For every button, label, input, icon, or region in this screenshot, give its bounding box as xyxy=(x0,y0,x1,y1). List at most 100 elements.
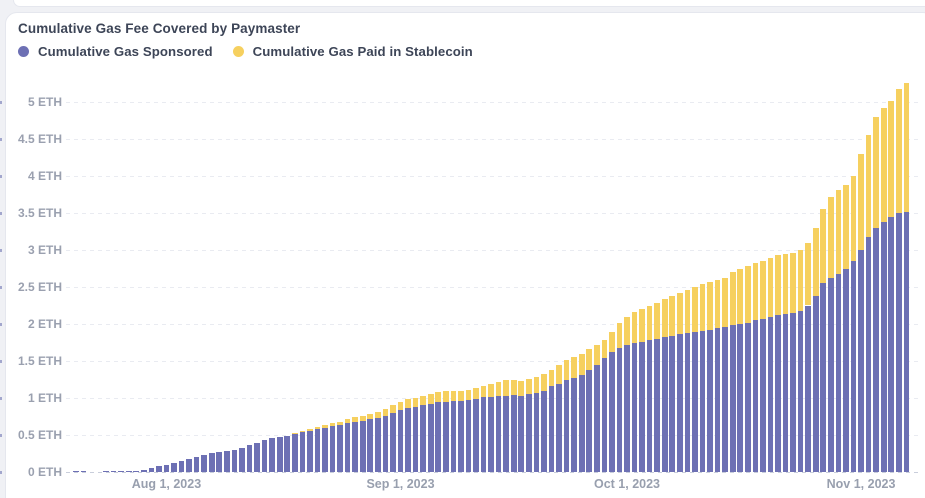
sponsored-bar xyxy=(405,408,411,472)
sponsored-bar xyxy=(231,449,238,472)
sponsored-bar xyxy=(133,470,140,472)
adjacent-chart-tick xyxy=(0,175,2,178)
stablecoin-bar xyxy=(737,268,744,324)
sponsored-bar xyxy=(578,375,585,472)
gridline-1.5-eth xyxy=(66,361,918,362)
stablecoin-bar xyxy=(714,280,721,329)
stablecoin-bar xyxy=(820,209,827,284)
sponsored-bar xyxy=(80,471,87,472)
legend-label-stablecoin: Cumulative Gas Paid in Stablecoin xyxy=(252,44,473,59)
sponsored-bar xyxy=(171,463,177,472)
sponsored-bar xyxy=(835,273,842,472)
sponsored-bar xyxy=(420,405,426,472)
adjacent-chart-tick xyxy=(0,323,2,326)
sponsored-bar xyxy=(805,305,812,472)
y-axis-label: 1.5 ETH xyxy=(17,354,62,368)
stablecoin-bar xyxy=(435,392,442,403)
sponsored-bar xyxy=(344,423,351,472)
sponsored-bar xyxy=(639,341,645,472)
sponsored-bar xyxy=(782,313,789,472)
adjacent-chart-tick xyxy=(0,471,2,474)
y-axis-label: 0.5 ETH xyxy=(17,428,62,442)
stablecoin-bar xyxy=(760,261,766,319)
sponsored-bar xyxy=(284,435,291,472)
sponsored-bar xyxy=(473,398,479,472)
stablecoin-bar xyxy=(571,357,577,379)
stablecoin-bar xyxy=(835,190,842,274)
sponsored-bar xyxy=(865,236,872,472)
sponsored-bar xyxy=(307,430,313,472)
stablecoin-bar xyxy=(578,353,585,376)
stablecoin-bar xyxy=(322,425,328,428)
sponsored-bar xyxy=(684,332,691,472)
stablecoin-bar xyxy=(601,340,608,359)
sponsored-bar xyxy=(563,380,570,472)
sponsored-bar xyxy=(276,437,283,472)
adjacent-chart-tick xyxy=(0,434,2,437)
sponsored-bar xyxy=(435,402,442,472)
stablecoin-bar xyxy=(616,323,623,349)
sponsored-bar xyxy=(110,471,117,472)
sponsored-bar xyxy=(654,338,661,472)
stablecoin-bar xyxy=(526,378,532,395)
sponsored-bar xyxy=(699,330,706,472)
stablecoin-bar xyxy=(684,289,691,333)
sponsored-bar xyxy=(322,427,328,472)
stablecoin-bar xyxy=(586,349,593,370)
stablecoin-bar xyxy=(828,196,834,279)
sponsored-bar xyxy=(593,364,600,472)
sponsored-bar xyxy=(125,470,132,472)
sponsored-bar xyxy=(541,390,547,472)
sponsored-bar xyxy=(895,213,902,472)
stablecoin-bar xyxy=(382,409,389,416)
adjacent-chart-tick xyxy=(0,397,2,400)
stablecoin-bar xyxy=(442,391,449,402)
sponsored-bar xyxy=(382,415,389,472)
stablecoin-bar xyxy=(631,312,638,344)
stablecoin-bar xyxy=(375,412,381,418)
gridline-2.5-eth xyxy=(66,287,918,288)
sponsored-bar xyxy=(873,227,879,472)
stablecoin-bar xyxy=(337,421,343,425)
sponsored-bar xyxy=(548,386,555,472)
y-axis-label: 4.5 ETH xyxy=(17,132,62,146)
sponsored-bar xyxy=(586,369,593,472)
x-axis-label: Sep 1, 2023 xyxy=(366,477,435,491)
sponsored-bar xyxy=(254,443,260,472)
stablecoin-bar xyxy=(843,184,849,270)
sponsored-bar xyxy=(707,329,713,472)
sponsored-bar xyxy=(239,448,245,472)
sponsored-bar xyxy=(526,394,532,472)
y-axis-label: 0 ETH xyxy=(27,465,62,479)
sponsored-bar xyxy=(337,424,343,472)
sponsored-bar xyxy=(722,326,728,472)
stablecoin-bar xyxy=(450,391,457,401)
previous-card-bottom-edge xyxy=(13,0,925,7)
sponsored-bar xyxy=(571,378,577,472)
stablecoin-bar xyxy=(729,272,736,326)
legend-item-stablecoin[interactable]: Cumulative Gas Paid in Stablecoin xyxy=(232,44,473,59)
stablecoin-bar xyxy=(541,374,547,391)
sponsored-bar xyxy=(412,406,419,472)
x-axis-label: Nov 1, 2023 xyxy=(826,477,896,491)
stablecoin-bar xyxy=(812,227,819,296)
stablecoin-bar xyxy=(503,380,510,396)
stablecoin-bar xyxy=(465,389,472,401)
y-axis-label: 3 ETH xyxy=(27,243,62,257)
stablecoin-bar xyxy=(865,135,872,237)
sponsored-bar xyxy=(888,216,895,472)
stablecoin-bar xyxy=(797,250,804,312)
stablecoin-bar xyxy=(609,332,615,353)
stablecoin-bar xyxy=(518,380,525,396)
stablecoin-bar xyxy=(699,284,706,331)
stablecoin-bar xyxy=(752,262,759,321)
sponsored-bar xyxy=(291,434,298,472)
stablecoin-bar xyxy=(782,253,789,314)
sponsored-bar xyxy=(246,445,253,472)
legend-item-sponsored[interactable]: Cumulative Gas Sponsored xyxy=(18,44,213,59)
stablecoin-bar xyxy=(895,88,902,213)
sponsored-bar xyxy=(201,454,208,472)
sponsored-bar xyxy=(314,429,321,472)
y-axis-label: 3.5 ETH xyxy=(17,206,62,220)
